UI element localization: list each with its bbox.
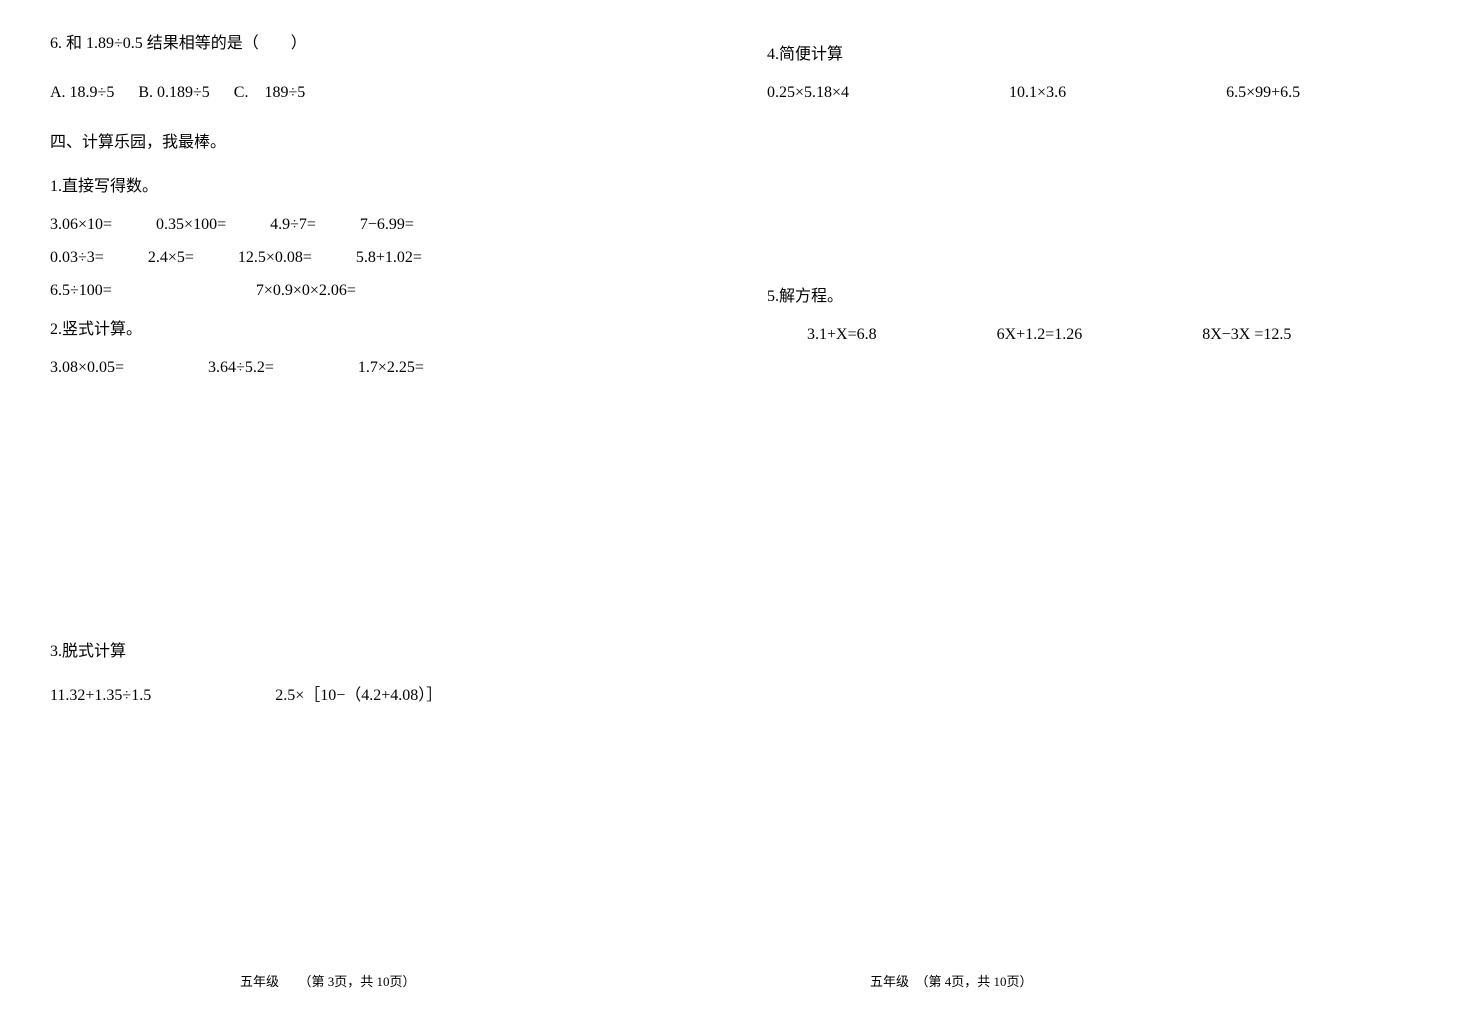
q3-row: 11.32+1.35÷1.5 2.5×［10−（4.2+4.08）］ <box>50 681 707 705</box>
calc-item: 6.5×99+6.5 <box>1226 84 1300 102</box>
calc-row-2: 0.03÷3= 2.4×5= 12.5×0.08= 5.8+1.02= <box>50 249 707 267</box>
calc-item: 3.64÷5.2= <box>208 359 274 377</box>
q4-row: 0.25×5.18×4 10.1×3.6 6.5×99+6.5 <box>767 84 1424 102</box>
q2-heading: 2.竖式计算。 <box>50 315 707 339</box>
calc-item: 3.1+X=6.8 <box>807 326 877 344</box>
calc-item: 7−6.99= <box>360 216 414 234</box>
q6-option-b: B. 0.189÷5 <box>138 79 209 108</box>
calc-item: 10.1×3.6 <box>1009 84 1066 102</box>
calc-row-3: 6.5÷100= 7×0.9×0×2.06= <box>50 282 707 300</box>
calc-item: 8X−3X =12.5 <box>1202 326 1291 344</box>
left-page: 6. 和 1.89÷0.5 结果相等的是（ ） A. 18.9÷5 B. 0.1… <box>50 30 737 990</box>
q6-text: 6. 和 1.89÷0.5 结果相等的是（ ） <box>50 35 307 52</box>
footer-left: 五年级 （第 3页，共 10页） <box>240 971 416 990</box>
calc-item: 6.5÷100= <box>50 282 112 300</box>
q6-options: A. 18.9÷5 B. 0.189÷5 C. 189÷5 <box>50 79 707 108</box>
calc-item: 2.5×［10−（4.2+4.08）］ <box>275 681 442 705</box>
calc-item: 1.7×2.25= <box>358 359 424 377</box>
q6-option-a: A. 18.9÷5 <box>50 79 114 108</box>
calc-item: 0.03÷3= <box>50 249 104 267</box>
question-6: 6. 和 1.89÷0.5 结果相等的是（ ） <box>50 30 707 59</box>
calc-item: 4.9÷7= <box>270 216 316 234</box>
q6-option-c: C. 189÷5 <box>234 79 305 108</box>
q3-heading: 3.脱式计算 <box>50 637 707 661</box>
calc-item: 7×0.9×0×2.06= <box>256 282 356 300</box>
section-4-heading: 四、计算乐园，我最棒。 <box>50 128 707 152</box>
calc-item: 0.35×100= <box>156 216 226 234</box>
q2-row: 3.08×0.05= 3.64÷5.2= 1.7×2.25= <box>50 359 707 377</box>
q4-heading: 4.简便计算 <box>767 40 1424 64</box>
footer-right: 五年级 （第 4页，共 10页） <box>870 971 1033 990</box>
calc-item: 2.4×5= <box>148 249 194 267</box>
q5-row: 3.1+X=6.8 6X+1.2=1.26 8X−3X =12.5 <box>767 326 1424 344</box>
calc-item: 5.8+1.02= <box>356 249 422 267</box>
calc-item: 3.08×0.05= <box>50 359 124 377</box>
calc-item: 11.32+1.35÷1.5 <box>50 687 151 705</box>
calc-item: 3.06×10= <box>50 216 112 234</box>
q5-heading: 5.解方程。 <box>767 282 1424 306</box>
calc-item: 0.25×5.18×4 <box>767 84 849 102</box>
calc-item: 6X+1.2=1.26 <box>997 326 1083 344</box>
q1-heading: 1.直接写得数。 <box>50 172 707 196</box>
calc-item: 12.5×0.08= <box>238 249 312 267</box>
calc-row-1: 3.06×10= 0.35×100= 4.9÷7= 7−6.99= <box>50 216 707 234</box>
right-page: 4.简便计算 0.25×5.18×4 10.1×3.6 6.5×99+6.5 5… <box>737 30 1424 990</box>
